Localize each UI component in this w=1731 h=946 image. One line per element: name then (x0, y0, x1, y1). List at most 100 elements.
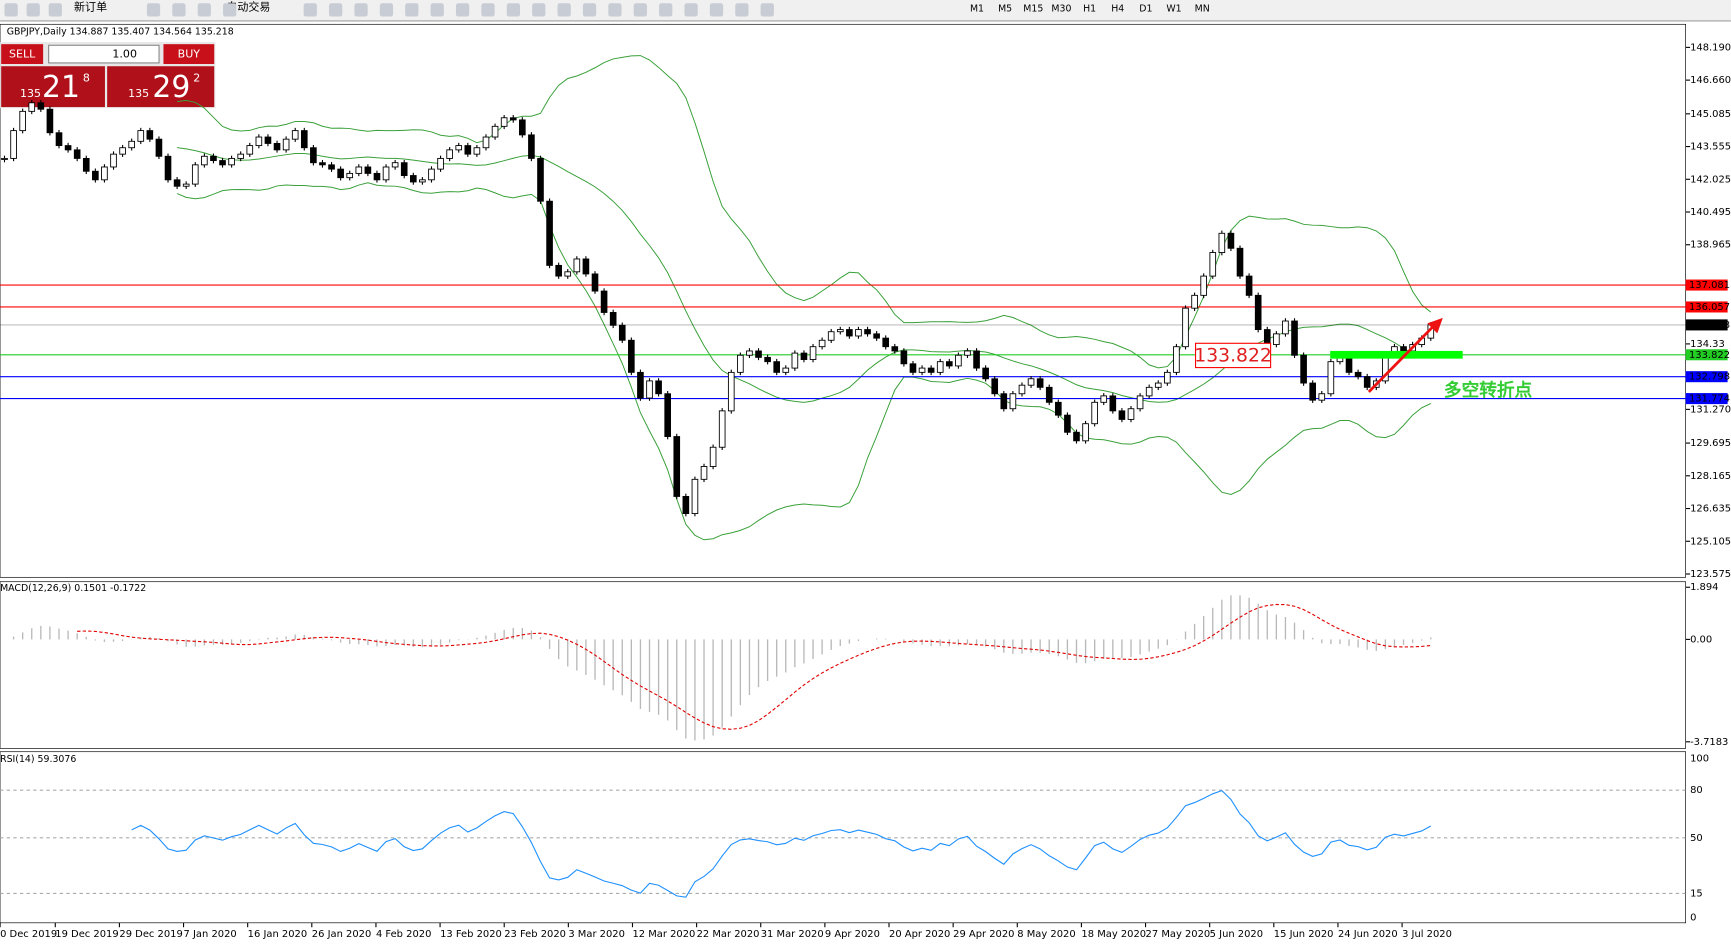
timeframe-button[interactable]: H1 (1083, 3, 1096, 14)
x-tick-label: 8 May 2020 (1017, 929, 1075, 940)
toolbar-icon[interactable] (659, 3, 673, 17)
toolbar-icon[interactable] (329, 3, 343, 17)
timeframe-button[interactable]: M30 (1051, 3, 1071, 14)
candle (82, 157, 90, 172)
y-tick-label: 129.695 (1690, 438, 1731, 449)
toolbar-icon[interactable] (430, 3, 444, 17)
timeframe-button[interactable]: M15 (1023, 3, 1043, 14)
toolbar-icon[interactable] (223, 3, 237, 17)
sell-label[interactable]: SELL (9, 48, 36, 61)
toolbar-icon[interactable] (735, 3, 749, 17)
x-tick-label: 13 Feb 2020 (440, 929, 502, 940)
toolbar-icon[interactable] (481, 3, 495, 17)
candle (591, 273, 599, 292)
candle (291, 130, 299, 140)
candle (1318, 393, 1326, 401)
candle (182, 183, 190, 187)
candle (746, 350, 753, 356)
candle (1036, 378, 1044, 388)
candle (201, 155, 208, 166)
level-label: 131.774 (1689, 394, 1730, 405)
timeframe-button[interactable]: W1 (1166, 3, 1181, 14)
timeframe-button[interactable]: M5 (998, 3, 1012, 14)
new-order-button[interactable]: 新订单 (74, 0, 107, 14)
sell-button[interactable] (1, 44, 44, 65)
toolbar-icon[interactable] (709, 3, 724, 17)
toolbar-icon[interactable] (197, 3, 211, 17)
x-tick-label: 0 Dec 2019 (0, 929, 57, 940)
candle (955, 354, 962, 367)
candle (1118, 410, 1126, 420)
toolbar-icon[interactable] (582, 3, 597, 17)
toolbar-icon[interactable] (532, 3, 546, 17)
candle (927, 367, 935, 373)
candle (991, 378, 999, 395)
candle (228, 157, 235, 166)
x-tick-label: 3 Jul 2020 (1402, 929, 1452, 940)
ask-box[interactable] (107, 66, 215, 108)
candle (700, 466, 708, 480)
candle (10, 130, 17, 159)
toolbar-icon[interactable] (4, 3, 18, 17)
candle (46, 108, 54, 134)
candle (637, 371, 644, 399)
toolbar-icon[interactable] (48, 3, 62, 17)
candle (1045, 386, 1053, 403)
candle (1082, 423, 1089, 442)
toolbar-icon[interactable] (684, 3, 698, 17)
toolbar-icon[interactable] (303, 3, 317, 17)
toolbar-icon[interactable] (506, 3, 520, 17)
candle (755, 350, 762, 358)
toolbar-icon[interactable] (172, 3, 186, 17)
toolbar-icon[interactable] (26, 3, 40, 17)
macd-title: MACD(12,26,9) 0.1501 -0.1722 (0, 583, 146, 594)
candle (628, 339, 635, 373)
level-label-bg (1685, 371, 1728, 383)
candle (1, 157, 8, 160)
toolbar-icon[interactable] (354, 3, 368, 17)
timeframe-button[interactable]: MN (1195, 3, 1210, 14)
candle (1200, 275, 1207, 296)
lots-value[interactable]: 1.00 (112, 48, 137, 61)
bid-box[interactable] (1, 66, 105, 108)
buy-label[interactable]: BUY (178, 48, 201, 61)
candle (246, 145, 254, 155)
buy-button[interactable] (163, 44, 215, 65)
x-tick-label: 16 Jan 2020 (248, 929, 307, 940)
toolbar-icon[interactable] (379, 3, 394, 17)
candle (718, 410, 726, 448)
lots-field[interactable] (48, 44, 160, 64)
candle (573, 258, 581, 273)
toolbar-icon[interactable] (557, 3, 571, 17)
candle (55, 132, 63, 147)
candle (37, 102, 45, 110)
toolbar-icon[interactable] (405, 3, 419, 17)
bollinger-band (177, 147, 1431, 403)
y-tick-label: 143.555 (1690, 142, 1731, 153)
candle (973, 350, 980, 369)
timeframe-button[interactable]: M1 (970, 3, 984, 14)
timeframe-button[interactable]: D1 (1139, 3, 1152, 14)
candle (373, 172, 381, 181)
candle (491, 125, 499, 138)
toolbar-icon[interactable] (633, 3, 647, 17)
y-tick-label: 126.635 (1690, 504, 1731, 515)
toolbar-icon[interactable] (455, 3, 470, 17)
candle (282, 138, 290, 151)
candle (1000, 393, 1008, 410)
candle (891, 346, 899, 352)
candle (137, 130, 145, 142)
timeframe-button[interactable]: H4 (1111, 3, 1124, 14)
candle (264, 136, 272, 144)
x-tick-label: 9 Apr 2020 (825, 929, 880, 940)
toolbar-icon[interactable] (760, 3, 774, 17)
toolbar-icon[interactable] (146, 3, 161, 17)
trend-arrowhead (1427, 317, 1443, 334)
bid-main: 21 (42, 70, 80, 105)
candle (773, 361, 781, 373)
candle (582, 258, 590, 275)
candle (764, 356, 771, 363)
toolbar-icon[interactable] (608, 3, 622, 17)
candle (1363, 376, 1371, 388)
auto-trading-button[interactable]: 自动交易 (226, 0, 270, 14)
